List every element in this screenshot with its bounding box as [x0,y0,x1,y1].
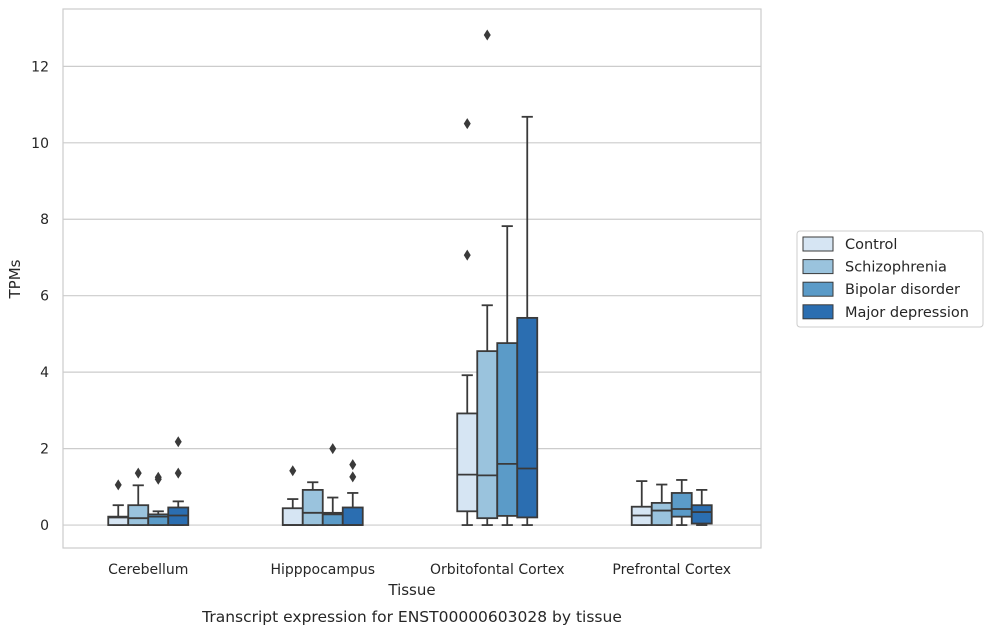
box-3-0 [630,480,653,526]
legend-swatch [802,236,834,252]
boxes [107,29,713,526]
outlier-point [134,467,142,479]
y-tick-label: 10 [31,136,49,152]
outlier-point [329,443,337,455]
y-tick-label: 0 [40,518,49,534]
box-body [127,504,150,526]
box-2-0 [456,118,479,526]
box-body [650,501,673,526]
box-body [516,316,539,519]
x-tick-label: Hipppocampus [270,562,375,578]
outlier-point [114,479,122,491]
y-tick-label: 12 [31,59,49,75]
plot-frame [62,8,762,549]
outlier-point [483,29,491,41]
box-body [476,350,499,520]
box-2-1 [476,29,499,526]
y-tick-labels: 0 2 4 6 8 10 12 [31,59,49,534]
box-body [341,506,364,526]
outlier-point [349,471,357,483]
box-0-1 [127,467,150,526]
legend-label: Schizophrenia [845,260,947,276]
outlier-point [349,459,357,471]
box-body [301,488,324,526]
box-1-2 [321,443,344,526]
y-tick-label: 2 [40,442,49,458]
legend: Control Schizophrenia Bipolar disorder Majo… [796,230,984,328]
box-body [670,492,693,518]
y-tick-label: 4 [40,365,49,381]
outlier-point [289,465,297,477]
outlier-point [174,436,182,448]
box-3-2 [670,479,693,526]
box-body [456,412,479,513]
box-3-3 [690,488,713,526]
legend-label: Major depression [845,305,969,321]
box-1-3 [341,459,364,526]
x-tick-label: Prefrontal Cortex [612,562,731,578]
box-body [281,507,304,526]
x-tick-label: Orbitofontal Cortex [430,562,565,578]
box-0-0 [107,479,130,526]
legend-label: Bipolar disorder [845,282,960,298]
x-tick-labels: Cerebellum Hipppocampus Orbitofontal Corte… [108,562,731,578]
box-2-2 [496,225,519,526]
box-1-1 [301,481,324,526]
outlier-point [463,249,471,261]
box-0-3 [167,436,190,526]
chart-caption: Transcript expression for ENST0000060302… [201,608,622,626]
legend-label: Control [845,237,897,253]
legend-swatch [802,304,834,320]
outlier-point [174,467,182,479]
legend-frame [796,230,984,328]
x-axis-label: Tissue [387,581,435,599]
box-3-1 [650,483,673,526]
gridlines [63,65,761,526]
outlier-point [463,118,471,130]
y-axis-label: TPMs [6,259,24,299]
y-tick-label: 8 [40,212,49,228]
outlier-point [154,471,162,483]
box-2-3 [516,115,539,526]
legend-swatch [802,259,834,275]
box-body [690,504,713,525]
box-body [496,342,519,517]
legend-swatch [802,281,834,297]
y-tick-label: 6 [40,289,49,305]
box-1-0 [281,465,304,526]
x-tick-label: Cerebellum [108,562,188,578]
box-0-2 [147,471,170,526]
